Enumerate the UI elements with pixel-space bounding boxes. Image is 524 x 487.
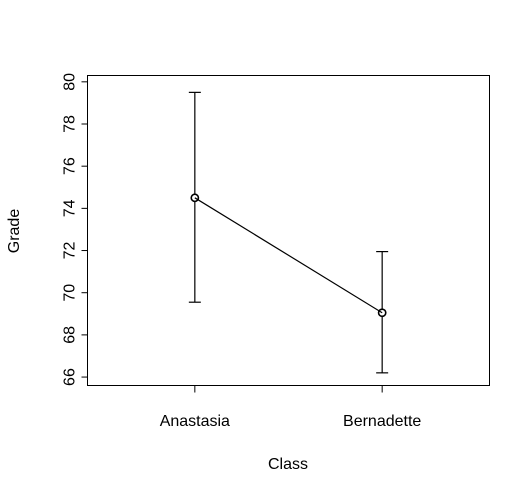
x-tick-label: Bernadette (343, 413, 421, 430)
y-tick-label: 68 (62, 326, 79, 344)
data-point (190, 193, 200, 203)
y-tick-label: 70 (62, 284, 79, 302)
y-tick-label: 76 (62, 157, 79, 175)
y-tick-label: 80 (62, 73, 79, 91)
y-axis-label: Grade (6, 209, 23, 254)
y-tick-label: 72 (62, 242, 79, 260)
data-point (377, 308, 387, 318)
x-axis: Anastasia Bernadette (160, 385, 421, 430)
y-tick-label: 78 (62, 115, 79, 133)
y-tick-label: 66 (62, 368, 79, 386)
y-tick-label: 74 (62, 199, 79, 217)
x-axis-label: Class (268, 456, 308, 473)
chart-marks (188, 91, 389, 374)
y-axis: 66 68 70 72 74 76 78 80 (62, 73, 88, 386)
series-line (194, 197, 383, 314)
x-tick-label: Anastasia (160, 413, 230, 430)
plot-frame (87, 75, 490, 386)
